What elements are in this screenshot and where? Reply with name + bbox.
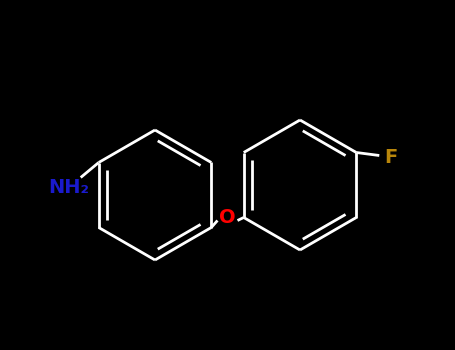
Text: F: F — [384, 148, 398, 167]
Text: O: O — [219, 208, 236, 227]
Text: NH₂: NH₂ — [48, 178, 89, 197]
